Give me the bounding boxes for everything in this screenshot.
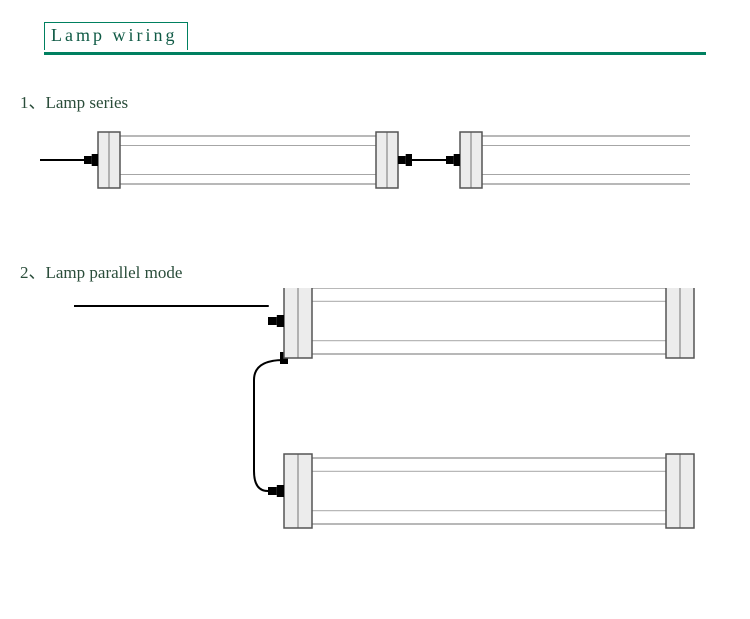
section-series: 1、Lamp series	[0, 88, 128, 113]
section-series-label: 1、Lamp series	[20, 93, 128, 112]
title-underline	[44, 52, 706, 55]
diagram-parallel	[74, 288, 704, 588]
section-parallel-label: 2、Lamp parallel mode	[20, 263, 182, 282]
page-title: Lamp wiring	[44, 22, 188, 50]
section-parallel: 2、Lamp parallel mode	[0, 258, 182, 283]
diagram-series	[40, 120, 690, 200]
title-block: Lamp wiring	[44, 22, 706, 55]
